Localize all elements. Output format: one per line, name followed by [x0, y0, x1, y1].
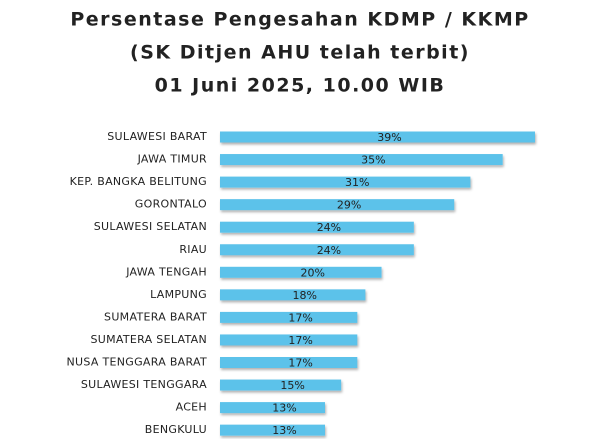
- value-label: 17%: [288, 311, 312, 324]
- category-label: ACEH: [176, 401, 207, 414]
- value-label: 17%: [288, 357, 312, 370]
- category-label: GORONTALO: [135, 198, 207, 211]
- bar: [220, 311, 358, 323]
- value-label: 24%: [317, 244, 341, 257]
- bar: [220, 266, 382, 278]
- value-label: 17%: [288, 334, 312, 347]
- bar: [220, 131, 535, 143]
- bar: [220, 199, 455, 211]
- bar: [220, 176, 471, 188]
- category-label: SULAWESI SELATAN: [94, 220, 207, 233]
- value-label: 20%: [301, 266, 325, 279]
- category-label: JAWA TIMUR: [137, 153, 207, 166]
- value-label: 24%: [317, 221, 341, 234]
- category-label: LAMPUNG: [150, 288, 207, 301]
- value-label: 29%: [337, 199, 361, 212]
- bar: [220, 357, 358, 368]
- chart-title: 01 Juni 2025, 10.00 WIB: [155, 75, 446, 97]
- category-label: SULAWESI BARAT: [107, 130, 207, 143]
- category-label: BENGKULU: [145, 423, 207, 436]
- value-label: 31%: [345, 176, 369, 189]
- bar: [220, 154, 503, 166]
- chart-title: (SK Ditjen AHU telah terbit): [130, 42, 470, 64]
- category-label: NUSA TENGGARA BARAT: [66, 356, 207, 369]
- value-label: 13%: [272, 402, 296, 415]
- category-label: SUMATERA BARAT: [104, 310, 207, 323]
- value-label: 18%: [292, 289, 316, 302]
- value-label: 13%: [272, 424, 296, 437]
- chart-title: Persentase Pengesahan KDMP / KKMP: [70, 9, 529, 31]
- category-label: SULAWESI TENGGARA: [81, 378, 207, 391]
- bar: [220, 402, 325, 414]
- category-label: RIAU: [179, 243, 207, 256]
- category-label: SUMATERA SELATAN: [91, 333, 208, 346]
- bar: [220, 244, 414, 256]
- value-label: 15%: [280, 379, 304, 392]
- bar: [220, 424, 325, 436]
- bar: [220, 289, 366, 301]
- category-label: JAWA TENGAH: [125, 265, 207, 278]
- category-label: KEP. BANGKA BELITUNG: [70, 175, 207, 188]
- bar: [220, 379, 342, 391]
- bar: [220, 221, 414, 233]
- bar: [220, 334, 358, 346]
- value-label: 39%: [377, 131, 401, 144]
- value-label: 35%: [361, 154, 385, 167]
